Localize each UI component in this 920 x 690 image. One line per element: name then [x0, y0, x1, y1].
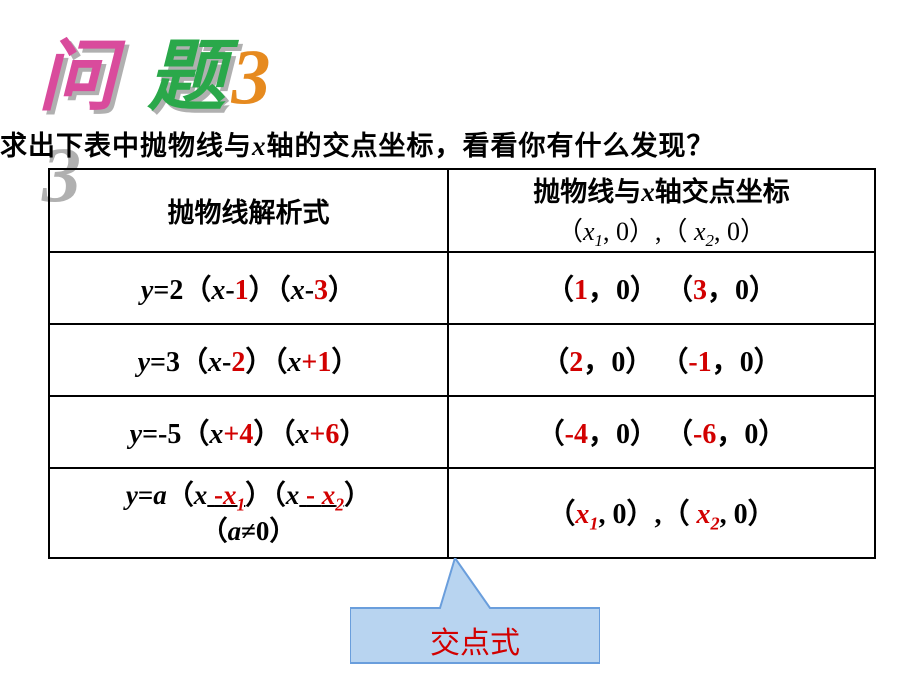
table-row-general: y=a（x -x1）（x - x2） （a≠0） （x1, 0）,（ x2, 0… — [49, 468, 875, 558]
question-var-x: x — [252, 131, 267, 161]
header-right-line2: （x1, 0）,（ x2, 0） — [449, 211, 874, 251]
coord-cell-general: （x1, 0）,（ x2, 0） — [448, 468, 875, 558]
title-main: 问 题3 — [38, 14, 277, 126]
callout-box: 交点式 — [350, 558, 600, 668]
title-char-2: 题 — [148, 33, 232, 120]
eq-cell-1: y=2（x-1）（x-3） — [49, 252, 448, 324]
header-right-line1: 抛物线与x轴交点坐标 — [449, 170, 874, 209]
eq-cell-3: y=-5（x+4）（x+6） — [49, 396, 448, 468]
coord-cell-3: （-4，0） （-6，0） — [448, 396, 875, 468]
table-row: y=-5（x+4）（x+6） （-4，0） （-6，0） — [49, 396, 875, 468]
title-char-1: 问 — [38, 33, 122, 120]
slide-title: 问 题3 问 题3 — [38, 14, 277, 126]
header-left-text: 抛物线解析式 — [50, 191, 447, 230]
callout-label: 交点式 — [350, 618, 600, 662]
table-row: y=2（x-1）（x-3） （1，0） （3，0） — [49, 252, 875, 324]
coord-cell-2: （2，0） （-1，0） — [448, 324, 875, 396]
header-right: 抛物线与x轴交点坐标 （x1, 0）,（ x2, 0） — [448, 169, 875, 252]
title-char-3: 3 — [232, 33, 277, 120]
header-left: 抛物线解析式 — [49, 169, 448, 252]
question-prefix: 求出下表中抛物线与 — [0, 131, 252, 161]
coord-cell-1: （1，0） （3，0） — [448, 252, 875, 324]
table-row: y=3（x-2）（x+1） （2，0） （-1，0） — [49, 324, 875, 396]
eq-cell-2: y=3（x-2）（x+1） — [49, 324, 448, 396]
question-text: 求出下表中抛物线与x轴的交点坐标，看看你有什么发现？ — [0, 124, 715, 163]
question-suffix: 轴的交点坐标，看看你有什么发现？ — [267, 131, 715, 161]
parabola-table: 抛物线解析式 抛物线与x轴交点坐标 （x1, 0）,（ x2, 0） y=2（x… — [48, 168, 876, 559]
eq-cell-general: y=a（x -x1）（x - x2） （a≠0） — [49, 468, 448, 558]
table-header-row: 抛物线解析式 抛物线与x轴交点坐标 （x1, 0）,（ x2, 0） — [49, 169, 875, 252]
